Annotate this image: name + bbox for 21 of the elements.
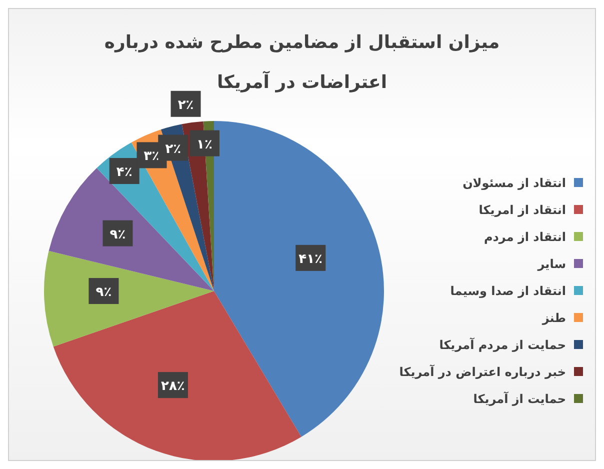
data-label: ۴٪ [116,165,132,180]
data-label: ۲۸٪ [161,379,185,394]
pie-slice [44,250,214,347]
legend-label: انتقاد از مردم [484,230,566,244]
data-label: ۹٪ [110,227,126,242]
legend-label: طنز [542,310,566,324]
legend-label: انتقاد از امریکا [478,202,566,216]
data-label: ۲٪ [165,142,182,157]
data-label: ۹٪ [96,285,112,300]
data-label: ۴۱٪ [298,252,323,267]
data-label: ۳٪ [144,149,160,164]
legend-label: انتقاد از مسئولان [462,176,566,190]
legend-label: سایر [538,256,566,270]
legend-label: حمایت از مردم آمریکا [439,338,566,352]
pie-slice [214,121,384,437]
data-label: ۱٪ [196,137,212,152]
chart-title: میزان استقبال از مضامین مطرح شده درباره اعتراضات در آمریکا [104,32,500,93]
legend-label: حمایت از آمریکا [473,392,566,406]
legend-label: خبر درباره اعتراض در آمریکا [399,364,566,378]
data-label: ۲٪ [178,98,194,113]
legend-label: انتقاد از صدا وسیما [450,284,566,298]
